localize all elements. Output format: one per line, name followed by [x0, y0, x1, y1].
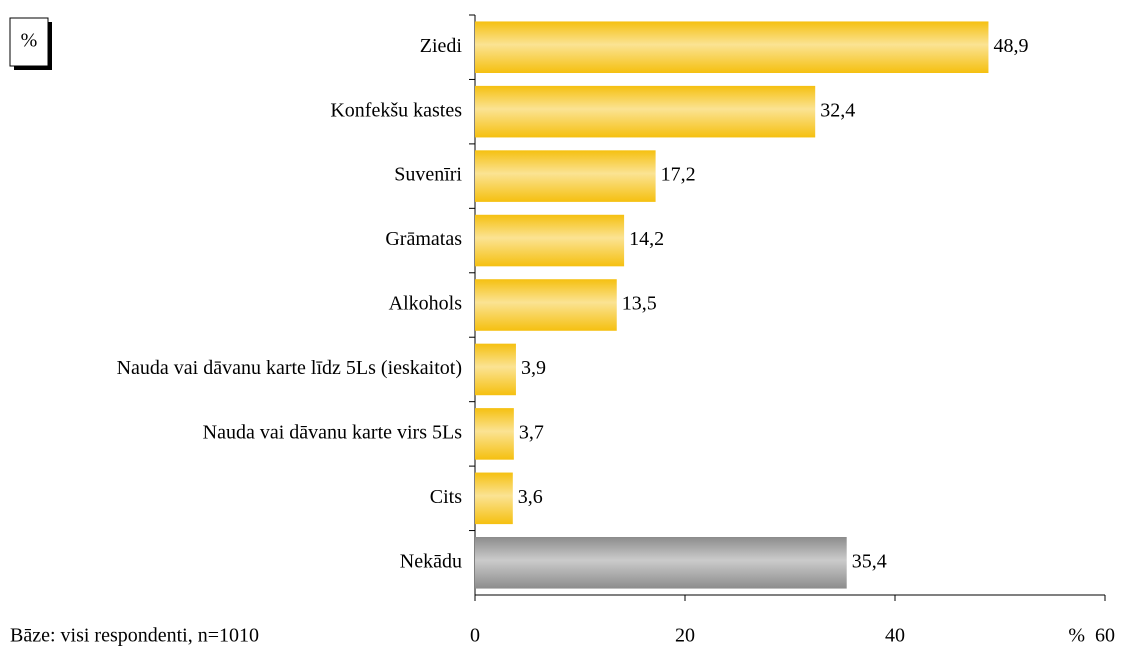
x-tick-label: 40	[885, 625, 905, 647]
y-tick-label: Nekādu	[400, 550, 462, 572]
y-tick-label: Konfekšu kastes	[330, 99, 462, 121]
value-label: 14,2	[629, 228, 664, 250]
y-tick-label: Nauda vai dāvanu karte virs 5Ls	[203, 421, 463, 443]
bar	[475, 21, 989, 74]
x-tick-label: 60	[1095, 625, 1115, 647]
y-tick-label: Suvenīri	[394, 164, 462, 186]
value-label: 35,4	[852, 550, 887, 572]
y-tick-label: Ziedi	[420, 35, 463, 57]
value-label: 3,7	[519, 421, 544, 443]
bar	[475, 85, 816, 138]
value-label: 17,2	[661, 164, 696, 186]
value-label: 32,4	[820, 99, 855, 121]
unit-box	[9, 17, 49, 67]
value-label: 48,9	[993, 35, 1028, 57]
y-tick-label: Alkohols	[389, 293, 463, 315]
bar	[475, 150, 656, 202]
bar	[475, 214, 625, 267]
bar	[475, 343, 516, 396]
y-tick-label: Nauda vai dāvanu karte līdz 5Ls (ieskait…	[117, 357, 462, 379]
x-tick-label: 0	[470, 625, 480, 647]
bar	[475, 279, 617, 331]
footnote: Bāze: visi respondenti, n=1010	[10, 625, 259, 647]
value-label: 3,9	[521, 357, 546, 379]
value-label: 3,6	[518, 486, 543, 508]
y-tick-label: Grāmatas	[385, 228, 462, 250]
bar	[475, 408, 514, 460]
x-axis-label: %	[1068, 625, 1085, 647]
unit-box-label: %	[21, 30, 38, 52]
x-tick-label: 20	[675, 625, 695, 647]
bar	[475, 537, 847, 589]
value-label: 13,5	[622, 293, 657, 315]
bar	[475, 472, 513, 525]
y-tick-label: Cits	[430, 486, 462, 508]
